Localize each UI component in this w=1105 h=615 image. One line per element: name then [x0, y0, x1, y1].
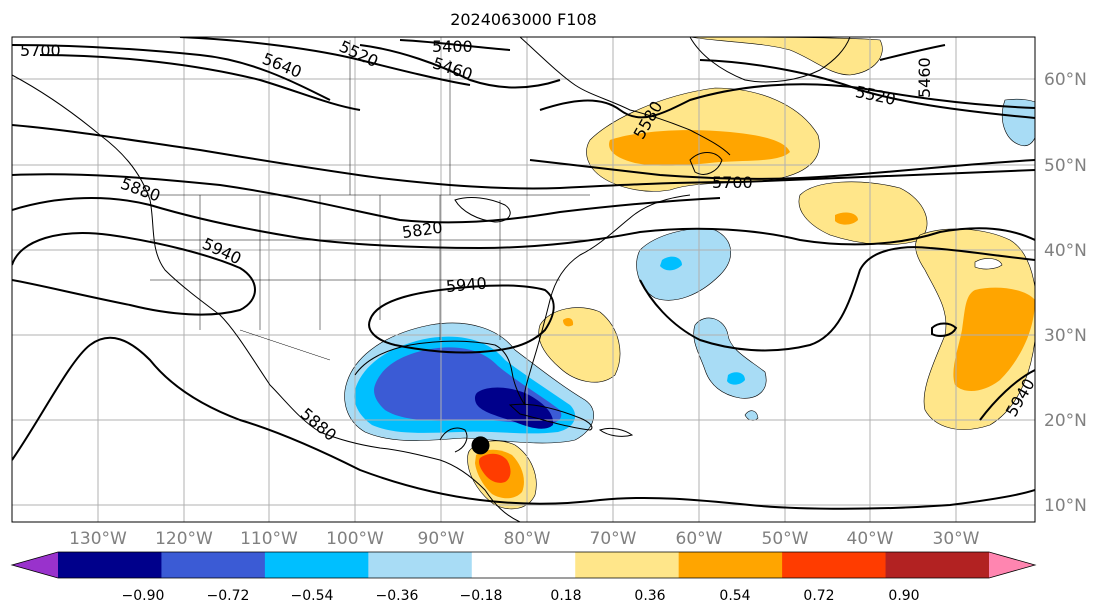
contour-label-5400: 5400: [432, 37, 473, 56]
colorbar-tick: −0.36: [376, 588, 419, 604]
lat-tick: 50°N: [1044, 156, 1087, 176]
colorbar-segment: [161, 552, 266, 578]
colorbar-segment: [264, 552, 369, 578]
contour-5460-east: [879, 44, 946, 61]
colorbar-segment: [678, 552, 783, 578]
north-america-pacific-coast: [12, 74, 521, 522]
positive-anomaly-midatlantic-spot: [835, 212, 858, 225]
lat-tick: 20°N: [1044, 411, 1087, 431]
lat-tick: 40°N: [1044, 241, 1087, 261]
contour-5940-east: [639, 246, 1035, 352]
lat-tick: 10°N: [1044, 496, 1087, 516]
colorbar-segments: [58, 552, 990, 578]
colorbar-tick: −0.18: [460, 588, 503, 604]
contour-5880-south: [12, 336, 1035, 510]
great-lakes: [454, 197, 511, 223]
colorbar-max-extend: [989, 552, 1035, 578]
contour-5700-east: [529, 159, 1035, 180]
negative-anomaly-atlantic-spot: [744, 410, 759, 421]
contour-5580: [539, 83, 1035, 119]
lon-tick: 130°W: [69, 529, 127, 549]
hudson-labrador: [519, 37, 731, 156]
lon-tick: 50°W: [762, 529, 809, 549]
colorbar-segment: [58, 552, 162, 578]
map-background: [12, 37, 1035, 522]
colorbar-segment: [885, 552, 990, 578]
negative-anomaly-atlantic-north-core: [660, 256, 682, 271]
lon-tick: 90°W: [418, 529, 465, 549]
colorbar-tick: −0.54: [291, 588, 334, 604]
colorbar-tick: −0.72: [207, 588, 250, 604]
positive-anomaly-subtropic: [538, 307, 621, 383]
contour-5940-southeast: [979, 369, 1035, 421]
colorbar: −0.90 −0.72 −0.54 −0.36 −0.18 0.18 0.36 …: [10, 551, 1037, 604]
contour-label-5700-east: 5700: [712, 173, 753, 192]
contour-5880-closed-west: [12, 232, 256, 316]
contour-ring-east: [931, 322, 958, 337]
positive-anomaly-central-america-core: [479, 453, 511, 483]
colorbar-tick: 0.90: [888, 588, 919, 604]
storm-center-marker: [471, 436, 490, 455]
anomaly-shading: [344, 37, 1035, 510]
contour-5820: [12, 173, 721, 224]
hispaniola: [598, 427, 634, 437]
positive-anomaly-subtropic-spot: [563, 317, 574, 327]
contour-5940-high: [368, 284, 555, 354]
colorbar-segment: [782, 552, 887, 578]
contour-5520-west: [179, 37, 471, 86]
contour-label-5940-high: 5940: [445, 274, 487, 296]
negative-anomaly-atlantic-south: [693, 317, 767, 399]
lon-tick: 70°W: [590, 529, 637, 549]
colorbar-tick: 0.18: [550, 588, 581, 604]
newfoundland: [689, 152, 723, 175]
colorbar-tick: 0.36: [634, 588, 665, 604]
latitude-labels: 10°N 20°N 30°N 40°N 50°N 60°N: [1044, 70, 1087, 516]
contour-5700-north: [12, 44, 331, 101]
graticule: [12, 37, 1035, 522]
negative-anomaly-atlantic-south-core: [727, 372, 745, 385]
map-title: 2024063000 F108: [450, 10, 597, 29]
lat-tick: 60°N: [1044, 70, 1087, 90]
colorbar-tick: 0.54: [719, 588, 750, 604]
positive-anomaly-newfoundland-mid: [609, 130, 790, 166]
longitude-labels: 130°W 120°W 110°W 100°W 90°W 80°W 70°W 6…: [69, 529, 980, 549]
lon-tick: 40°W: [847, 529, 894, 549]
colorbar-segment: [575, 552, 680, 578]
contour-5460-west: [359, 44, 561, 89]
colorbar-segment: [368, 552, 473, 578]
positive-anomaly-east-white: [974, 258, 1003, 270]
colorbar-outline: [10, 551, 1037, 579]
map-frame: [11, 36, 1036, 523]
lat-tick: 30°N: [1044, 326, 1087, 346]
positive-anomaly-east-mid: [953, 287, 1035, 392]
colorbar-tick: 0.72: [803, 588, 834, 604]
lon-tick: 110°W: [240, 529, 298, 549]
lon-tick: 100°W: [326, 529, 384, 549]
contour-label-5460-east: 5460: [915, 57, 934, 98]
contour-5520-east: [699, 59, 1035, 119]
colorbar-segment: [471, 552, 576, 578]
lon-tick: 120°W: [155, 529, 213, 549]
colorbar-min-extend: [12, 552, 58, 578]
political-borders: [140, 40, 600, 361]
contour-5640: [39, 54, 361, 111]
height-contours: [12, 37, 1035, 510]
colorbar-tick: −0.90: [122, 588, 165, 604]
yucatan: [439, 427, 468, 453]
lon-tick: 60°W: [676, 529, 723, 549]
contour-5400: [399, 39, 511, 51]
coastlines: [12, 37, 851, 522]
cuba: [508, 403, 593, 431]
contour-label-5700-nw: 5700: [20, 41, 61, 60]
lon-tick: 30°W: [933, 529, 980, 549]
gulf-coast: [354, 194, 691, 406]
contour-5880-north: [12, 197, 1035, 250]
negative-anomaly-northeast: [1001, 98, 1035, 147]
contour-5760: [12, 124, 1035, 190]
lon-tick: 80°W: [504, 529, 551, 549]
